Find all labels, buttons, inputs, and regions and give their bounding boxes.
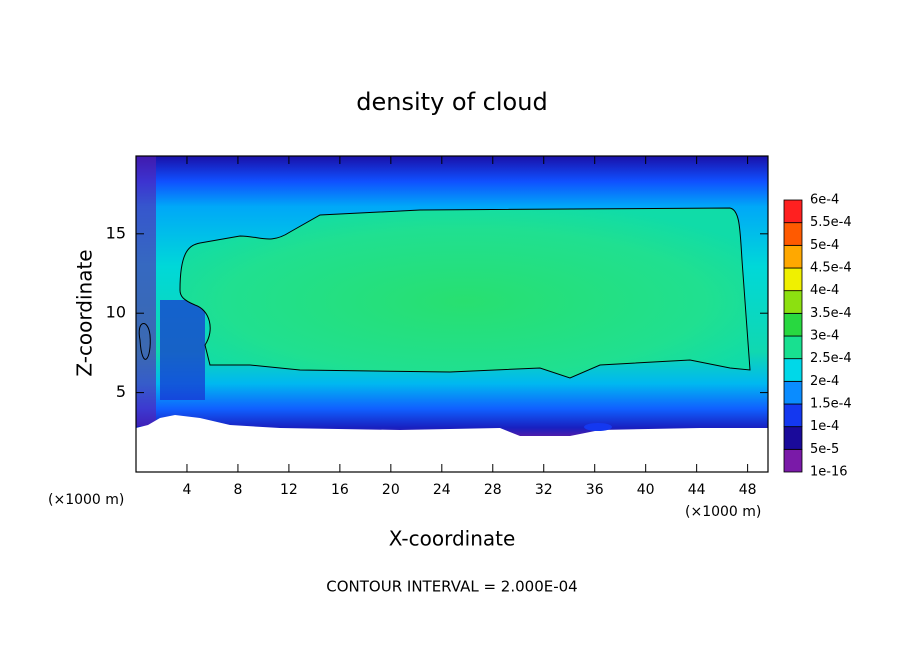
colorbar-box bbox=[783, 222, 803, 246]
colorbar-label: 4.5e-4 bbox=[810, 261, 852, 276]
footnote: CONTOUR INTERVAL = 2.000E-04 bbox=[326, 578, 577, 596]
x-tick-label: 16 bbox=[331, 482, 349, 498]
x-tick-label: 44 bbox=[688, 482, 706, 498]
colorbar-label: 4e-4 bbox=[810, 283, 839, 298]
colorbar-label: 3.5e-4 bbox=[810, 306, 852, 321]
colorbar-box bbox=[783, 199, 803, 224]
y-tick-label: 10 bbox=[106, 303, 126, 322]
x-axis-label: X-coordinate bbox=[389, 527, 516, 551]
colorbar-box bbox=[783, 335, 803, 360]
colorbar-label: 2.5e-4 bbox=[810, 351, 852, 366]
colorbar-label: 1e-16 bbox=[810, 465, 848, 480]
colorbar-box bbox=[783, 290, 803, 314]
x-tick-label: 28 bbox=[484, 482, 502, 498]
x-tick-label: 48 bbox=[739, 482, 757, 498]
x-tick-label: 4 bbox=[183, 482, 192, 498]
colorbar-label: 5e-4 bbox=[810, 238, 839, 253]
colorbar-box bbox=[783, 448, 803, 473]
chart-title: density of cloud bbox=[356, 88, 547, 116]
colorbar-label: 3e-4 bbox=[810, 329, 839, 344]
colorbar-label: 5.5e-4 bbox=[810, 215, 852, 230]
colorbar-box bbox=[783, 426, 803, 450]
y-tick-label: 15 bbox=[106, 223, 126, 242]
plot-frame bbox=[135, 155, 769, 473]
y-axis-label: Z-coordinate bbox=[73, 249, 97, 376]
x-tick-label: 20 bbox=[382, 482, 400, 498]
x-tick-label: 24 bbox=[433, 482, 451, 498]
x-tick-label: 12 bbox=[280, 482, 298, 498]
colorbar-box bbox=[783, 244, 803, 269]
x-tick-label: 32 bbox=[535, 482, 553, 498]
colorbar-box bbox=[783, 403, 803, 428]
colorbar-label: 5e-5 bbox=[810, 442, 839, 457]
x-unit-label: (×1000 m) bbox=[48, 492, 124, 508]
colorbar-box bbox=[783, 380, 803, 405]
colorbar-label: 6e-4 bbox=[810, 193, 839, 208]
colorbar-box bbox=[783, 312, 803, 337]
colorbar-label: 1.5e-4 bbox=[810, 397, 852, 412]
colorbar-label: 2e-4 bbox=[810, 374, 839, 389]
x-tick-label: 40 bbox=[637, 482, 655, 498]
colorbar-box bbox=[783, 267, 803, 292]
x-unit-label: (×1000 m) bbox=[685, 504, 761, 520]
colorbar-label: 1e-4 bbox=[810, 419, 839, 434]
x-tick-label: 8 bbox=[233, 482, 242, 498]
colorbar-box bbox=[783, 358, 803, 382]
x-tick-label: 36 bbox=[586, 482, 604, 498]
y-tick-label: 5 bbox=[116, 382, 126, 401]
contour-field bbox=[136, 156, 768, 472]
